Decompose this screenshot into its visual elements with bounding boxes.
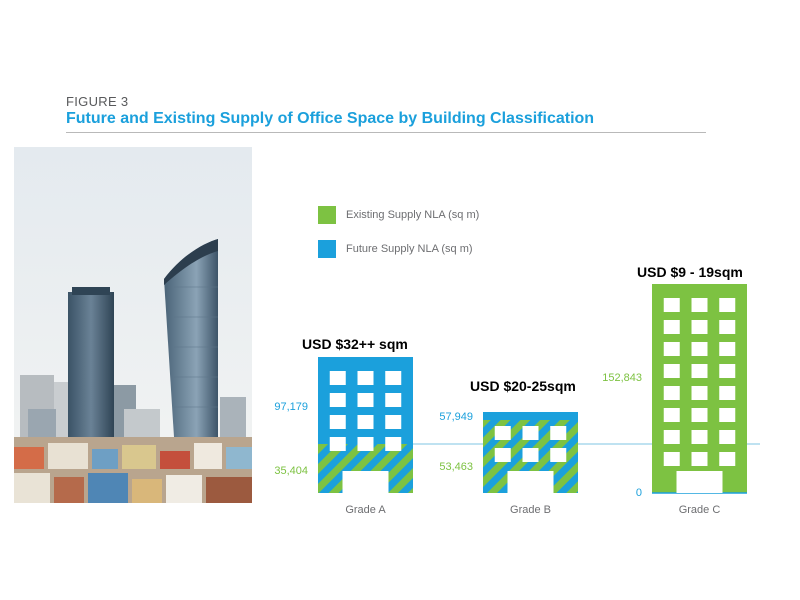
bar-window-grade-c [663, 320, 680, 334]
bar-door-grade-b [507, 471, 554, 493]
legend-label-future: Future Supply NLA (sq m) [346, 243, 473, 255]
bar-window-grade-c [663, 386, 680, 400]
legend-item-future: Future Supply NLA (sq m) [318, 240, 479, 258]
legend-swatch-existing [318, 206, 336, 224]
bar-window-grade-a [357, 371, 374, 385]
bar-window-grade-c [691, 320, 708, 334]
value-label-existing-grade-a: 35,404 [274, 465, 308, 477]
bar-window-grade-c [663, 452, 680, 466]
value-label-existing-grade-c: 152,843 [602, 372, 642, 384]
value-label-future-grade-c: 0 [636, 487, 642, 499]
price-annotation-grade-a: USD $32++ sqm [302, 336, 408, 352]
bar-window-grade-c [691, 386, 708, 400]
bar-window-grade-c [719, 386, 736, 400]
bar-window-grade-a [385, 437, 402, 451]
legend-item-existing: Existing Supply NLA (sq m) [318, 206, 479, 224]
bar-window-grade-a [385, 393, 402, 407]
bar-window-grade-a [329, 371, 346, 385]
bar-window-grade-a [357, 415, 374, 429]
bar-window-grade-a [385, 371, 402, 385]
value-label-existing-grade-b: 53,463 [439, 461, 473, 473]
bar-window-grade-a [357, 393, 374, 407]
bar-window-grade-c [691, 342, 708, 356]
value-label-future-grade-b: 57,949 [439, 411, 473, 423]
bar-window-grade-c [663, 298, 680, 312]
bar-window-grade-a [385, 415, 402, 429]
bar-window-grade-c [691, 298, 708, 312]
category-label-grade-b: Grade B [510, 504, 551, 516]
value-label-future-grade-a: 97,179 [274, 401, 308, 413]
chart-legend: Existing Supply NLA (sq m) Future Supply… [318, 206, 479, 274]
category-label-grade-a: Grade A [345, 504, 386, 516]
bar-window-grade-c [691, 364, 708, 378]
bar-window-grade-c [691, 452, 708, 466]
figure-label: FIGURE 3 [66, 94, 129, 109]
bar-existing-grade-a [318, 444, 413, 493]
bar-window-grade-c [719, 452, 736, 466]
category-label-grade-c: Grade C [679, 504, 721, 516]
bar-future-grade-b [483, 412, 578, 420]
bar-window-grade-c [719, 320, 736, 334]
bar-window-grade-a [357, 437, 374, 451]
bar-window-grade-c [663, 364, 680, 378]
bar-window-grade-a [329, 415, 346, 429]
bar-window-grade-c [719, 364, 736, 378]
price-annotation-grade-b: USD $20-25sqm [470, 378, 576, 394]
bar-window-grade-c [719, 430, 736, 444]
bar-window-grade-c [719, 298, 736, 312]
bar-window-grade-b [522, 448, 539, 462]
bar-window-grade-b [550, 426, 567, 440]
bar-window-grade-a [329, 437, 346, 451]
bar-window-grade-c [663, 430, 680, 444]
bar-window-grade-c [663, 408, 680, 422]
bar-window-grade-b [494, 448, 511, 462]
bar-window-grade-c [691, 430, 708, 444]
title-divider [66, 132, 706, 133]
bar-door-grade-a [342, 471, 389, 493]
bar-window-grade-a [329, 393, 346, 407]
bar-window-grade-c [719, 342, 736, 356]
price-annotation-grade-c: USD $9 - 19sqm [637, 264, 743, 280]
bar-window-grade-c [663, 342, 680, 356]
city-skyline-photo [14, 147, 252, 503]
bar-window-grade-b [494, 426, 511, 440]
bar-existing-grade-b [483, 420, 578, 493]
legend-swatch-future [318, 240, 336, 258]
chart-title: Future and Existing Supply of Office Spa… [66, 110, 595, 127]
bar-existing-grade-c [652, 284, 747, 493]
bar-door-grade-c [676, 471, 723, 493]
bar-window-grade-c [719, 408, 736, 422]
bar-future-grade-a [318, 357, 413, 444]
bar-window-grade-b [550, 448, 567, 462]
bar-window-grade-c [691, 408, 708, 422]
bar-window-grade-b [522, 426, 539, 440]
legend-label-existing: Existing Supply NLA (sq m) [346, 209, 480, 221]
